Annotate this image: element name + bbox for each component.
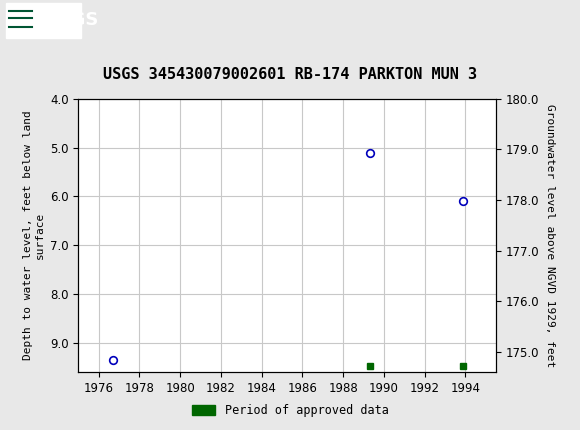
Y-axis label: Depth to water level, feet below land
surface: Depth to water level, feet below land su… — [23, 111, 45, 360]
Y-axis label: Groundwater level above NGVD 1929, feet: Groundwater level above NGVD 1929, feet — [545, 104, 555, 367]
Text: USGS 345430079002601 RB-174 PARKTON MUN 3: USGS 345430079002601 RB-174 PARKTON MUN … — [103, 67, 477, 82]
Text: USGS: USGS — [44, 12, 99, 29]
Legend: Period of approved data: Period of approved data — [187, 399, 393, 422]
FancyBboxPatch shape — [6, 3, 81, 37]
